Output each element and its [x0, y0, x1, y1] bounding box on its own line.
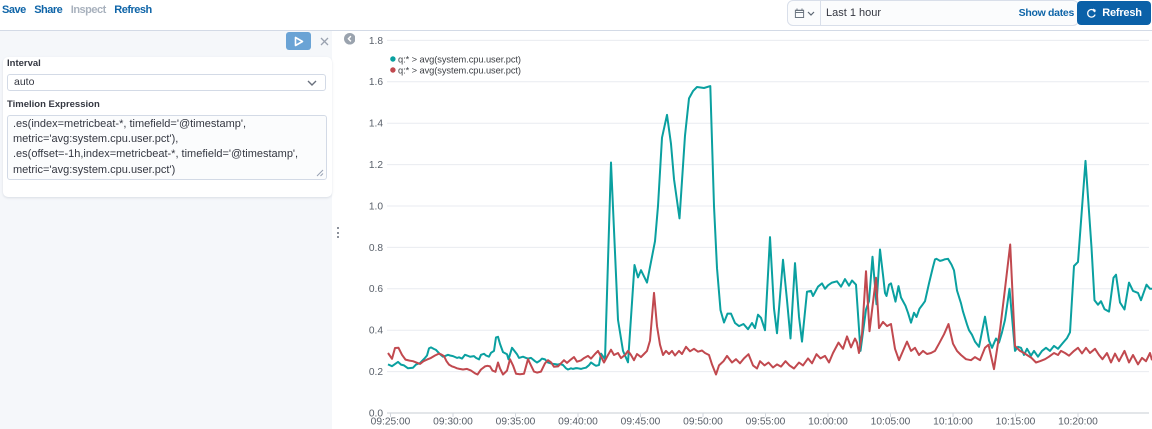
svg-text:1.0: 1.0 — [369, 201, 383, 212]
svg-text:q:* > avg(system.cpu.user.pct): q:* > avg(system.cpu.user.pct) — [398, 66, 521, 76]
svg-text:09:45:00: 09:45:00 — [621, 417, 661, 428]
svg-text:09:35:00: 09:35:00 — [496, 417, 536, 428]
svg-text:1.4: 1.4 — [369, 119, 383, 130]
svg-text:09:25:00: 09:25:00 — [371, 417, 411, 428]
svg-text:09:55:00: 09:55:00 — [746, 417, 786, 428]
svg-text:1.6: 1.6 — [369, 77, 383, 88]
svg-text:0.4: 0.4 — [369, 326, 383, 337]
svg-text:10:15:00: 10:15:00 — [996, 417, 1036, 428]
svg-text:10:05:00: 10:05:00 — [871, 417, 911, 428]
svg-text:10:10:00: 10:10:00 — [933, 417, 973, 428]
svg-text:10:20:00: 10:20:00 — [1058, 417, 1098, 428]
svg-text:09:40:00: 09:40:00 — [558, 417, 598, 428]
svg-text:0.6: 0.6 — [369, 284, 383, 295]
svg-text:09:30:00: 09:30:00 — [433, 417, 473, 428]
svg-text:q:* > avg(system.cpu.user.pct): q:* > avg(system.cpu.user.pct) — [398, 55, 521, 65]
svg-text:0.2: 0.2 — [369, 367, 383, 378]
svg-text:0.8: 0.8 — [369, 243, 383, 254]
svg-text:10:00:00: 10:00:00 — [808, 417, 848, 428]
svg-text:1.8: 1.8 — [369, 36, 383, 47]
svg-text:0.0: 0.0 — [369, 408, 383, 419]
svg-text:1.2: 1.2 — [369, 160, 383, 171]
svg-text:09:50:00: 09:50:00 — [683, 417, 723, 428]
